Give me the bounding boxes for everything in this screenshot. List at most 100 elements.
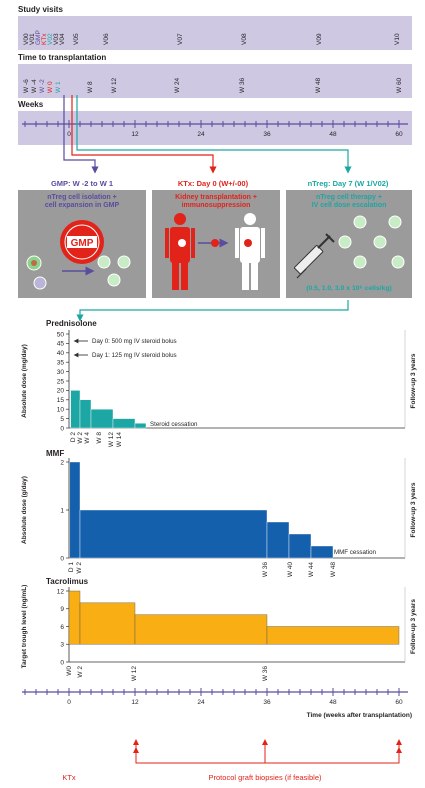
y-tick-label: 0 xyxy=(60,659,64,666)
time-to-tx-label: W 12 xyxy=(111,77,118,93)
y-tick-label: 45 xyxy=(57,341,65,348)
y-tick-label: 50 xyxy=(57,331,65,338)
x-tick-label: W 36 xyxy=(262,562,269,578)
study-visits-title: Study visits xyxy=(18,5,63,14)
x-tick-label: W 36 xyxy=(262,666,269,682)
connector-arrows xyxy=(63,95,352,322)
axis-tick-label: 36 xyxy=(263,699,271,706)
dose-step-bar xyxy=(69,461,81,559)
axis-tick-label: 24 xyxy=(197,699,205,706)
y-tick-label: 6 xyxy=(60,624,64,631)
axis-tick-label: 0 xyxy=(67,131,71,138)
visit-label: V08 xyxy=(241,33,248,45)
x-tick-label: W 2 xyxy=(76,562,83,574)
y-tick-label: 2 xyxy=(60,459,64,466)
time-to-tx-label: W 48 xyxy=(315,77,322,93)
prednisolone-chart: Prednisolone 0 5 10 15 20 25 30 35 40 45 50 Absolute… xyxy=(21,319,417,447)
y-tick-label: 10 xyxy=(57,407,65,414)
time-to-tx-label: W -2 xyxy=(39,79,46,93)
gmp-stamp-icon: GMP xyxy=(60,220,104,264)
visit-label: V07 xyxy=(177,33,184,45)
visit-label: KTx xyxy=(41,33,48,45)
time-to-tx-label: W 8 xyxy=(87,81,94,93)
gmp-panel-header: GMP: W -2 to W 1 xyxy=(51,179,113,188)
annotation-cessation: Steroid cessation xyxy=(150,421,198,428)
x-tick-label: W0 xyxy=(66,666,73,676)
y-tick-label: 3 xyxy=(60,642,64,649)
time-to-tx-title: Time to transplantation xyxy=(18,53,106,62)
time-to-tx-label: W 36 xyxy=(239,77,246,93)
chart-title: Prednisolone xyxy=(46,319,97,328)
weeks-title: Weeks xyxy=(18,100,44,109)
ntreg-panel-header: nTreg: Day 7 (W 1/V02) xyxy=(308,179,389,188)
y-tick-label: 25 xyxy=(57,378,65,385)
visit-label: V04 xyxy=(59,33,66,45)
ktx-panel-title: Kidney transplantation + immunosuppressio… xyxy=(175,194,257,209)
dose-step-bar xyxy=(70,390,81,429)
ntreg-panel-title: nTreg cell therapy + IV cell dose escalat… xyxy=(312,194,387,209)
y-tick-label: 40 xyxy=(57,350,65,357)
y-tick-label: 9 xyxy=(60,606,64,613)
recipient-figure-icon xyxy=(235,213,265,290)
follow-up-label: Follow-up 3 years xyxy=(410,353,417,408)
annotation-day0: Day 0: 500 mg IV steroid bolus xyxy=(92,338,177,345)
visit-label: V05 xyxy=(73,33,80,45)
x-tick-label: W 12 xyxy=(108,432,115,448)
visit-label: V02 xyxy=(47,33,54,45)
dose-step-bar xyxy=(288,533,312,559)
dose-step-bar xyxy=(79,399,92,429)
dose-step-bar xyxy=(112,418,136,429)
y-tick-label: 0 xyxy=(60,555,64,562)
axis-tick-label: 24 xyxy=(197,131,205,138)
visit-label: GMP xyxy=(35,30,42,45)
donor-figure-icon xyxy=(165,213,195,290)
syringe-icon xyxy=(294,233,335,279)
axis-tick-label: 48 xyxy=(329,699,337,706)
y-tick-label: 20 xyxy=(57,388,65,395)
x-tick-label: W 2 xyxy=(77,666,84,678)
x-tick-label: W 4 xyxy=(84,432,91,444)
y-axis-label: Target trough level (ng/mL) xyxy=(21,585,28,669)
dose-step-bar xyxy=(310,545,334,559)
footer-ktx-label: KTx xyxy=(62,773,76,782)
ktx-panel-header: KTx: Day 0 (W+/-00) xyxy=(178,179,249,188)
dose-step-bar xyxy=(266,521,290,559)
trough-band xyxy=(134,614,268,645)
axis-tick-label: 48 xyxy=(329,131,337,138)
x-tick-label: W 48 xyxy=(330,562,337,578)
x-tick-label: W 12 xyxy=(131,666,138,682)
dose-step-bar xyxy=(134,423,147,429)
x-tick-label: D 1 xyxy=(68,562,75,573)
time-to-tx-label: W 60 xyxy=(396,77,403,93)
visit-label: V03 xyxy=(53,33,60,45)
mmf-chart: MMF 0 1 2 Absolute dose (g/day) Follow-up 3 y… xyxy=(21,449,417,577)
dose-step-bar xyxy=(90,409,114,429)
x-tick-label: W 44 xyxy=(308,562,315,578)
axis-tick-label: 36 xyxy=(263,131,271,138)
trough-band xyxy=(68,590,81,645)
x-tick-label: W 8 xyxy=(96,432,103,444)
cell-icons-gmp xyxy=(26,255,131,290)
study-visits-bar xyxy=(18,16,412,50)
annotation-day1: Day 1: 125 mg IV steroid bolus xyxy=(92,352,177,359)
visit-label: V01 xyxy=(29,33,36,45)
y-axis-label: Absolute dose (g/day) xyxy=(21,476,28,544)
axis-tick-label: 60 xyxy=(395,699,403,706)
trough-band xyxy=(266,626,400,645)
gmp-panel-title: nTreg cell isolation + cell expansion in … xyxy=(45,194,120,209)
visit-label: V10 xyxy=(394,33,401,45)
time-to-tx-label: W 1 xyxy=(55,81,62,93)
axis-tick-label: 60 xyxy=(395,131,403,138)
y-tick-label: 15 xyxy=(57,397,65,404)
y-tick-label: 35 xyxy=(57,360,65,367)
weeks-bar xyxy=(18,111,412,145)
visit-label: V06 xyxy=(103,33,110,45)
y-tick-label: 1 xyxy=(60,507,64,514)
visit-label: V00 xyxy=(23,33,30,45)
trough-band xyxy=(79,602,136,645)
x-tick-label: W 14 xyxy=(116,432,123,448)
x-tick-label: D 2 xyxy=(70,432,77,443)
chart-title: Tacrolimus xyxy=(46,577,89,586)
y-tick-label: 30 xyxy=(57,369,65,376)
